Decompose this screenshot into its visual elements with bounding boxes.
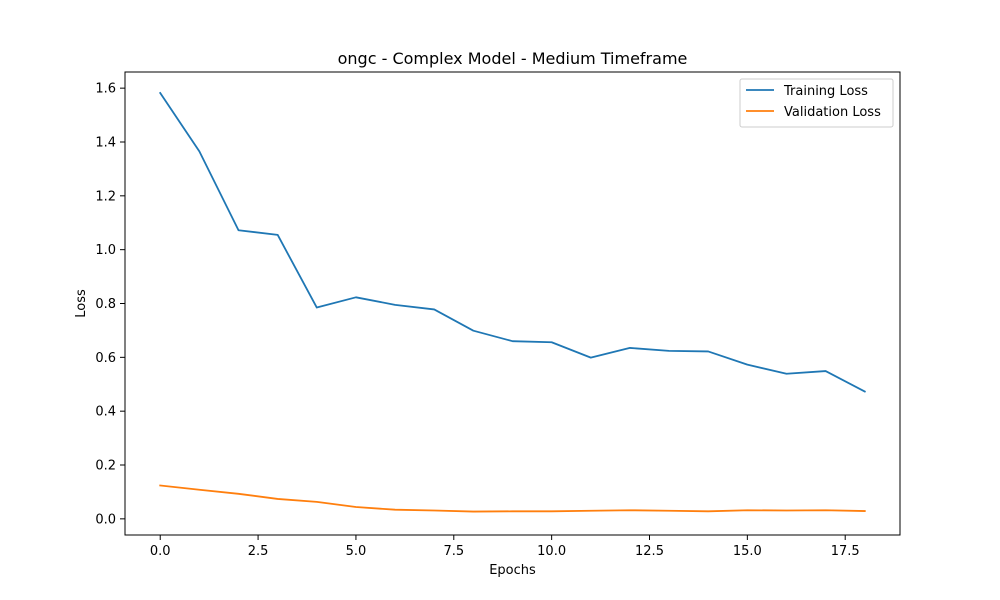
- y-axis-ticks: 0.0 0.2 0.4 0.6 0.8 1.0 1.2 1.4 1.6: [95, 82, 125, 527]
- x-tick-label: 15.0: [733, 544, 762, 559]
- legend-box: [739, 78, 894, 128]
- plot-area: [125, 72, 900, 535]
- x-tick-label: 5.0: [346, 544, 367, 559]
- x-tick-label: 7.5: [443, 544, 464, 559]
- series-line-training-loss: [158, 91, 866, 393]
- y-tick-label: 0.4: [95, 405, 116, 420]
- x-tick-label: 17.5: [831, 544, 860, 559]
- y-tick-label: 0.2: [95, 459, 116, 474]
- series-line-validation-loss: [159, 484, 866, 513]
- legend: Training Loss Validation Loss: [739, 78, 894, 128]
- y-tick-label: 0.8: [95, 297, 116, 312]
- series-layer: [158, 91, 866, 513]
- x-axis-label: Epochs: [489, 563, 536, 578]
- y-tick-label: 1.4: [95, 135, 116, 150]
- chart-title: ongc - Complex Model - Medium Timeframe: [338, 49, 688, 68]
- y-tick-label: 1.6: [95, 82, 116, 97]
- y-axis-label: Loss: [74, 289, 89, 318]
- x-axis-ticks: 0.0 2.5 5.0 7.5 10.0 12.5 15.0 17.5: [150, 535, 860, 559]
- y-tick-label: 1.2: [95, 189, 116, 204]
- y-tick-label: 1.0: [95, 243, 116, 258]
- x-tick-label: 2.5: [248, 544, 269, 559]
- y-tick-label: 0.0: [95, 512, 116, 527]
- legend-label-validation-loss: Validation Loss: [784, 105, 881, 120]
- legend-label-training-loss: Training Loss: [783, 84, 868, 99]
- x-tick-label: 10.0: [537, 544, 566, 559]
- y-tick-label: 0.6: [95, 351, 116, 366]
- x-tick-label: 0.0: [150, 544, 171, 559]
- x-tick-label: 12.5: [635, 544, 664, 559]
